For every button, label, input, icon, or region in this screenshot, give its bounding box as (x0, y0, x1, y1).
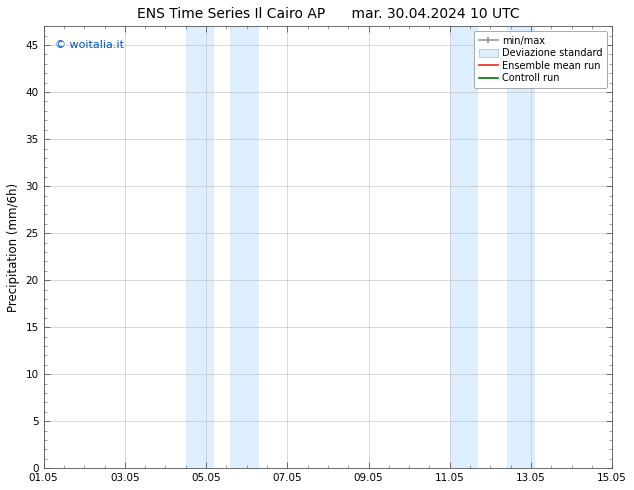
Legend: min/max, Deviazione standard, Ensemble mean run, Controll run: min/max, Deviazione standard, Ensemble m… (474, 31, 607, 88)
Text: © woitalia.it: © woitalia.it (55, 40, 124, 49)
Bar (186, 26, 214, 468)
Y-axis label: Precipitation (mm/6h): Precipitation (mm/6h) (7, 183, 20, 312)
Bar (450, 26, 478, 468)
Title: ENS Time Series Il Cairo AP      mar. 30.04.2024 10 UTC: ENS Time Series Il Cairo AP mar. 30.04.2… (136, 7, 519, 21)
Bar (230, 26, 259, 468)
Bar (507, 26, 535, 468)
